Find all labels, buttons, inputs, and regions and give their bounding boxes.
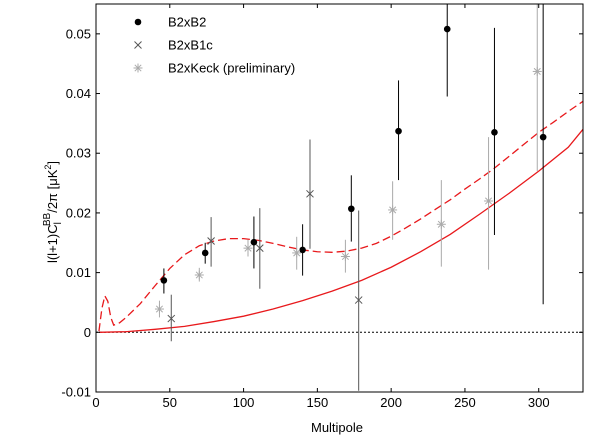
data-point <box>484 196 494 206</box>
data-point <box>194 270 204 280</box>
data-point <box>443 25 451 33</box>
data-point <box>354 296 363 304</box>
data-point <box>491 129 498 136</box>
legend-label-2: B2xKeck (preliminary) <box>168 61 295 76</box>
x-tick-label: 150 <box>307 395 329 410</box>
data-point <box>243 243 253 253</box>
data-point <box>160 277 168 284</box>
x-tick-label: 0 <box>92 395 99 410</box>
data-point <box>388 205 398 215</box>
data-point <box>306 189 314 198</box>
y-tick-label: 0.01 <box>66 265 91 280</box>
y-label-superscript: BB <box>42 212 53 226</box>
x-tick-label: 50 <box>163 395 177 410</box>
legend-label-0: B2xB2 <box>168 15 206 30</box>
data-point <box>436 219 446 229</box>
plot-frame <box>95 3 584 393</box>
y-label-part-2: /2π [μK <box>45 169 60 213</box>
data-point <box>255 244 264 252</box>
x-axis-label: Multipole <box>311 420 363 435</box>
data-point <box>299 246 306 254</box>
data-point <box>292 248 302 258</box>
y-tick-label: 0 <box>84 325 91 340</box>
series-2 <box>154 4 542 318</box>
y-tick-label: 0.05 <box>66 26 91 41</box>
legend-marker-0 <box>134 18 142 26</box>
data-point <box>532 66 542 76</box>
series-0 <box>160 4 547 305</box>
data-point <box>348 205 355 213</box>
legend-marker-1 <box>134 41 142 49</box>
x-tick-label: 200 <box>380 395 402 410</box>
data-point <box>154 304 164 314</box>
y-label-unit-exponent: 2 <box>43 165 53 170</box>
y-tick-label: 0.02 <box>66 205 91 220</box>
data-point <box>340 251 350 261</box>
model-curve-solid <box>98 128 583 333</box>
data-point <box>250 238 258 246</box>
data-point <box>395 127 402 135</box>
legend-marker-2 <box>133 63 143 73</box>
y-tick-label: 0.04 <box>66 86 91 101</box>
x-tick-label: 100 <box>233 395 255 410</box>
x-tick-label: 300 <box>528 395 550 410</box>
series-1 <box>167 139 363 391</box>
y-axis-label: l(l+1)ClBB/2π [μK2] <box>42 161 64 263</box>
data-point <box>167 314 176 323</box>
x-tick-label: 250 <box>454 395 476 410</box>
legend: B2xB2 B2xB1c B2xKeck (preliminary) <box>133 15 295 76</box>
y-label-part-3: ] <box>45 161 60 165</box>
y-tick-label: 0.03 <box>66 146 91 161</box>
y-tick-label: -0.01 <box>61 385 91 400</box>
data-point <box>539 133 547 141</box>
data-point <box>201 249 209 257</box>
legend-label-1: B2xB1c <box>168 38 213 53</box>
y-label-subscript: l <box>53 222 64 224</box>
data-point <box>207 237 215 245</box>
y-label-part-1: l(l+1)C <box>45 224 60 263</box>
